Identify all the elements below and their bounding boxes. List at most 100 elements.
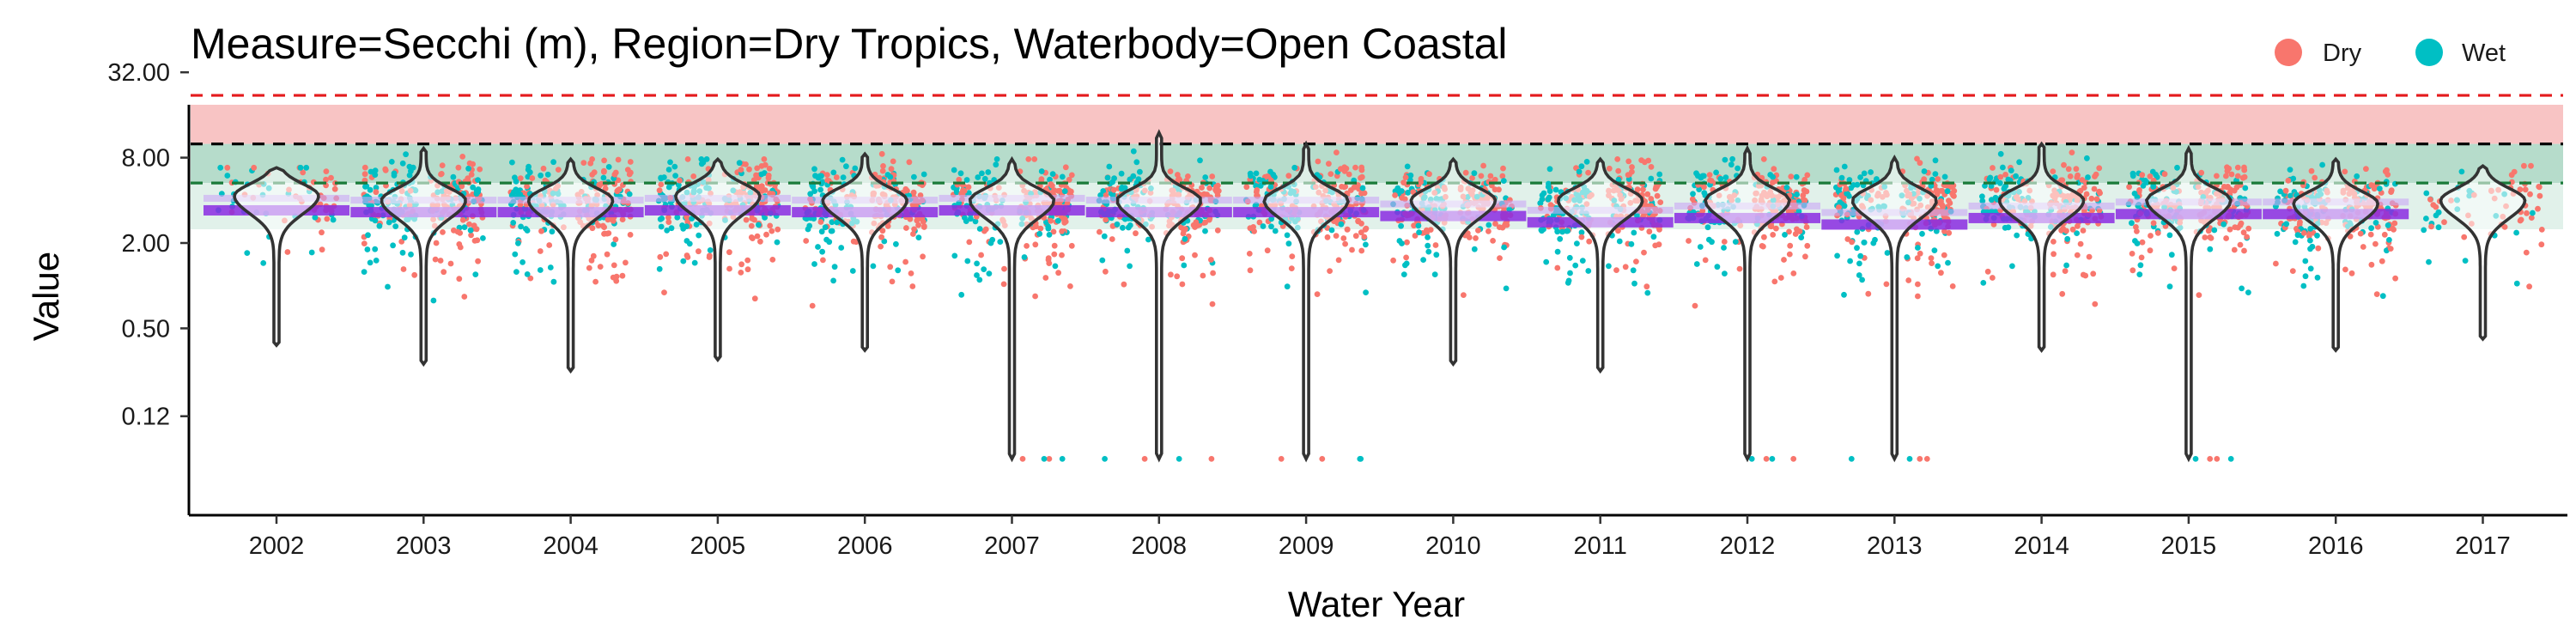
data-point <box>2384 167 2390 173</box>
data-point <box>758 183 765 190</box>
data-point <box>1103 268 1109 275</box>
x-tick-label: 2003 <box>396 532 452 560</box>
data-point <box>736 160 743 167</box>
data-point <box>2228 171 2235 178</box>
data-point <box>823 172 830 179</box>
data-point <box>455 164 462 171</box>
data-point <box>1841 203 1848 210</box>
data-point <box>2226 165 2233 172</box>
data-point <box>517 202 524 209</box>
data-point <box>665 184 672 191</box>
data-point <box>550 278 557 285</box>
data-point <box>2211 227 2218 234</box>
data-point <box>684 218 691 225</box>
data-point <box>2234 164 2241 171</box>
data-point <box>1997 150 2004 157</box>
data-point <box>2528 162 2534 169</box>
data-point <box>515 191 521 198</box>
data-point <box>763 231 769 238</box>
chart-title: Measure=Secchi (m), Region=Dry Tropics, … <box>191 20 1508 68</box>
data-point <box>1398 222 1404 229</box>
data-point <box>1546 166 1553 173</box>
data-point <box>1248 173 1254 179</box>
data-point <box>1868 169 1874 175</box>
data-point <box>658 181 665 188</box>
data-point <box>1933 228 1940 234</box>
data-point <box>1722 174 1729 181</box>
data-point <box>2050 168 2057 175</box>
data-point <box>738 167 744 173</box>
violin-2004 <box>526 156 615 374</box>
data-point <box>1904 254 1911 260</box>
data-point <box>1197 157 1203 164</box>
y-ticks: 0.12 0.50 2.00 8.00 32.00 <box>107 59 189 431</box>
violin-2013 <box>1850 154 1938 463</box>
data-point <box>1054 217 1061 224</box>
data-point <box>2307 226 2314 232</box>
data-point <box>1425 242 1431 249</box>
data-point <box>1103 216 1109 223</box>
data-point <box>953 189 960 196</box>
y-tick-label: 0.12 <box>122 404 170 431</box>
data-point <box>626 191 633 197</box>
data-point <box>2148 233 2154 239</box>
data-point <box>1648 164 1655 170</box>
data-point <box>1988 183 1995 189</box>
data-point <box>2001 185 2008 192</box>
data-point <box>1025 156 1032 162</box>
data-point <box>1340 235 1347 241</box>
data-point <box>2385 222 2391 228</box>
data-point <box>964 258 971 264</box>
data-point <box>1326 161 1332 167</box>
data-point <box>1041 456 1048 462</box>
data-point <box>1118 185 1125 192</box>
data-point <box>1950 192 1957 198</box>
data-point <box>1708 178 1715 184</box>
data-point <box>1656 241 1662 248</box>
data-point <box>2009 263 2015 270</box>
violin-2009 <box>1262 140 1350 463</box>
data-point <box>683 214 690 221</box>
data-point <box>2150 183 2157 190</box>
data-point <box>2368 182 2375 188</box>
data-point <box>830 169 837 176</box>
data-point <box>663 251 670 258</box>
data-point <box>1628 240 1635 247</box>
data-point <box>1214 227 1221 234</box>
data-point <box>769 257 776 263</box>
data-point <box>613 273 620 280</box>
data-point <box>611 171 618 178</box>
legend-wet-swatch <box>2415 39 2443 66</box>
data-point <box>1644 191 1651 197</box>
data-point <box>1585 169 1591 176</box>
data-point <box>475 177 481 184</box>
data-point <box>284 249 291 255</box>
data-point <box>1285 240 1292 247</box>
data-point <box>1837 199 1844 206</box>
data-point <box>2526 283 2533 290</box>
data-point <box>2000 164 2006 171</box>
data-point <box>1267 184 1274 190</box>
data-point <box>1714 264 1721 270</box>
data-point <box>1059 252 1065 258</box>
data-point <box>1202 219 1208 226</box>
data-point <box>1769 456 1776 462</box>
data-point <box>392 223 399 229</box>
data-point <box>2074 230 2081 236</box>
data-point <box>1572 262 1579 269</box>
data-point <box>1328 227 1335 234</box>
data-point <box>312 214 319 221</box>
data-point <box>1358 174 1364 181</box>
data-point <box>2522 186 2529 193</box>
data-point <box>1109 236 1115 242</box>
data-point <box>2245 225 2252 232</box>
data-point <box>1475 228 1481 234</box>
band-2 <box>191 143 2563 184</box>
data-point <box>889 278 896 285</box>
data-point <box>1699 173 1706 179</box>
data-point <box>589 225 596 232</box>
data-point <box>1777 275 1784 281</box>
data-point <box>1478 173 1485 179</box>
data-point <box>1586 238 1593 245</box>
data-point <box>411 271 418 278</box>
